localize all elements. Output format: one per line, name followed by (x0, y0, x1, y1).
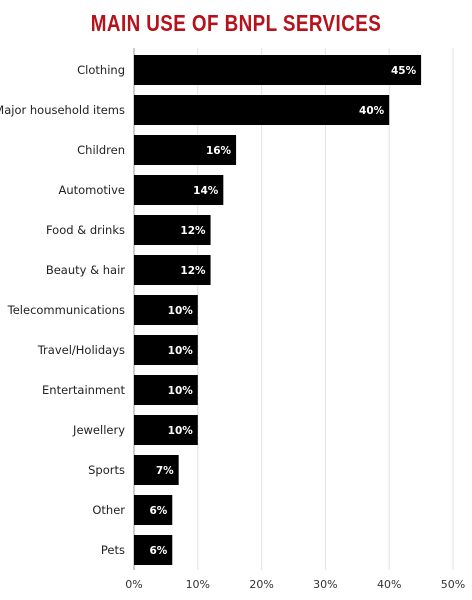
category-label: Food & drinks (46, 223, 125, 237)
data-label: 10% (168, 345, 194, 357)
x-tick-label: 50% (441, 578, 465, 591)
category-label: Travel/Holidays (37, 343, 125, 357)
bar (134, 255, 211, 285)
data-label: 6% (149, 505, 167, 517)
data-label: 45% (391, 65, 417, 77)
chart-title: MAIN USE OF BNPL SERVICES (90, 10, 382, 36)
x-tick-label: 10% (186, 578, 210, 591)
bar (134, 135, 237, 165)
bar (134, 415, 198, 445)
category-label: Children (77, 143, 125, 157)
bar (134, 55, 422, 85)
bar (134, 175, 224, 205)
bar (134, 375, 198, 405)
category-label: Sports (88, 463, 125, 477)
data-label: 7% (156, 465, 174, 477)
category-label: Automotive (58, 183, 125, 197)
data-label: 10% (168, 425, 194, 437)
bar (134, 215, 211, 245)
x-tick-label: 30% (313, 578, 337, 591)
category-label: Beauty & hair (46, 263, 125, 277)
data-label: 10% (168, 305, 194, 317)
data-label: 10% (168, 385, 194, 397)
x-tick-label: 20% (249, 578, 273, 591)
x-tick-label: 0% (125, 578, 142, 591)
bar (134, 455, 179, 485)
data-label: 12% (180, 225, 206, 237)
bar (134, 335, 198, 365)
category-label: Entertainment (42, 383, 125, 397)
bar (134, 295, 198, 325)
category-label: Telecommunications (7, 303, 125, 317)
category-label: Major household items (0, 103, 125, 117)
data-label: 40% (359, 105, 385, 117)
data-label: 12% (180, 265, 206, 277)
category-label: Pets (101, 543, 125, 557)
bar (134, 95, 390, 125)
bar (134, 495, 173, 525)
data-label: 6% (149, 545, 167, 557)
bar (134, 535, 173, 565)
category-label: Clothing (77, 63, 125, 77)
category-label: Jewellery (72, 423, 125, 437)
x-tick-label: 40% (377, 578, 401, 591)
data-label: 16% (206, 145, 232, 157)
data-label: 14% (193, 185, 219, 197)
category-label: Other (92, 503, 125, 517)
